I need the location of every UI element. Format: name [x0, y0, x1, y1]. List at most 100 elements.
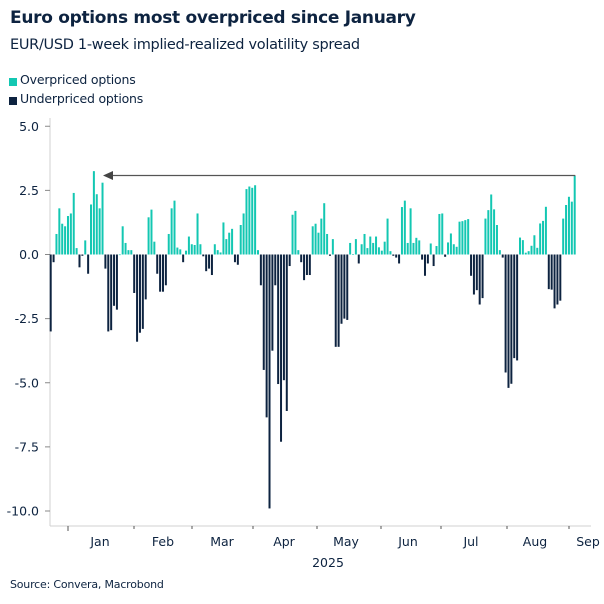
bar-overpriced [101, 182, 104, 255]
bar-underpriced [277, 254, 280, 385]
bar-overpriced [542, 220, 545, 255]
bar-overpriced [196, 213, 199, 255]
bar-underpriced [478, 254, 481, 305]
bar-overpriced [455, 246, 458, 255]
bar-underpriced [507, 254, 510, 388]
bar-underpriced [265, 254, 268, 418]
bar-overpriced [187, 236, 190, 255]
bar-overpriced [418, 240, 421, 255]
legend-label-underpriced: Underpriced options [20, 91, 144, 106]
bar-overpriced [458, 221, 461, 255]
x-axis-year-label: 2025 [312, 555, 344, 570]
bar-underpriced [426, 254, 429, 264]
bar-underpriced [280, 254, 283, 442]
bar-underpriced [259, 254, 262, 286]
bar-overpriced [530, 245, 533, 255]
bar-overpriced [251, 187, 254, 255]
legend-item-underpriced: Underpriced options [9, 89, 143, 108]
bar-overpriced [372, 242, 375, 255]
bar-overpriced [389, 251, 392, 255]
bar-underpriced [271, 254, 274, 351]
bar-underpriced [423, 254, 426, 276]
bar-overpriced [493, 209, 496, 255]
x-tick-label: Jun [397, 534, 418, 549]
x-tick-label: Sep [576, 534, 600, 549]
bar-overpriced [415, 237, 418, 255]
x-tick-label: May [333, 534, 359, 549]
bar-underpriced [559, 254, 562, 301]
bar-underpriced [510, 254, 513, 384]
bar-underpriced [282, 254, 285, 381]
bar-overpriced [461, 221, 464, 255]
bar-underpriced [501, 254, 504, 258]
bar-underpriced [144, 254, 147, 300]
bar-overpriced [176, 247, 179, 255]
bar-overpriced [539, 223, 542, 255]
bar-underpriced [343, 254, 346, 319]
bar-underpriced [472, 254, 475, 295]
bar-underpriced [308, 254, 311, 276]
legend-item-overpriced: Overpriced options [9, 70, 143, 89]
y-tick-label: -7.5 [15, 439, 39, 454]
bar-overpriced [228, 232, 231, 255]
bar-overpriced [190, 244, 193, 255]
bar-overpriced [464, 220, 467, 255]
bar-underpriced [300, 254, 303, 263]
bar-underpriced [141, 254, 144, 329]
bar-underpriced [288, 254, 291, 267]
bar-overpriced [498, 250, 501, 255]
bar-underpriced [334, 254, 337, 347]
bar-underpriced [161, 254, 164, 292]
bar-underpriced [78, 254, 81, 268]
x-tick-label: Feb [152, 534, 174, 549]
y-tick-label: 0.0 [19, 247, 39, 262]
bar-overpriced [153, 241, 156, 255]
legend: Overpriced options Underpriced options [9, 70, 143, 108]
bar-underpriced [159, 254, 162, 292]
y-tick-label: -10.0 [7, 504, 39, 519]
bar-underpriced [432, 254, 435, 267]
bar-overpriced [447, 242, 450, 255]
bar-overpriced [452, 244, 455, 255]
bar-overpriced [64, 226, 67, 255]
bar-underpriced [340, 254, 343, 324]
bar-overpriced [441, 213, 444, 255]
bar-underpriced [81, 254, 84, 256]
bar-overpriced [518, 237, 521, 255]
bar-overpriced [167, 233, 170, 255]
bar-underpriced [133, 254, 136, 293]
bar-underpriced [421, 254, 424, 260]
legend-swatch-overpriced [9, 78, 17, 86]
x-tick-label: Mar [210, 534, 234, 549]
bar-overpriced [544, 206, 547, 255]
bar-underpriced [233, 254, 236, 263]
bar-underpriced [303, 254, 306, 281]
bar-overpriced [127, 250, 130, 255]
bar-underpriced [210, 254, 213, 276]
bar-underpriced [164, 254, 167, 286]
bar-underpriced [346, 254, 349, 320]
bar-overpriced [380, 250, 383, 255]
bar-overpriced [231, 228, 234, 255]
bar-overpriced [521, 240, 524, 255]
bar-overpriced [326, 233, 329, 255]
bar-overpriced [484, 218, 487, 255]
bar-underpriced [513, 254, 516, 359]
bar-overpriced [213, 244, 216, 255]
bar-underpriced [136, 254, 139, 342]
source-note: Source: Convera, Macrobond [10, 578, 164, 591]
bar-overpriced [366, 248, 369, 255]
bar-underpriced [556, 254, 559, 305]
bar-underpriced [205, 254, 208, 272]
bar-underpriced [398, 254, 401, 264]
bar-overpriced [239, 225, 242, 255]
bar-overpriced [248, 186, 251, 255]
legend-swatch-underpriced [9, 97, 17, 105]
bar-underpriced [113, 254, 116, 306]
y-tick-label: -2.5 [15, 311, 39, 326]
bar-overpriced [254, 185, 257, 255]
bar-overpriced [383, 241, 386, 255]
bar-overpriced [92, 171, 95, 255]
bar-overpriced [179, 249, 182, 255]
